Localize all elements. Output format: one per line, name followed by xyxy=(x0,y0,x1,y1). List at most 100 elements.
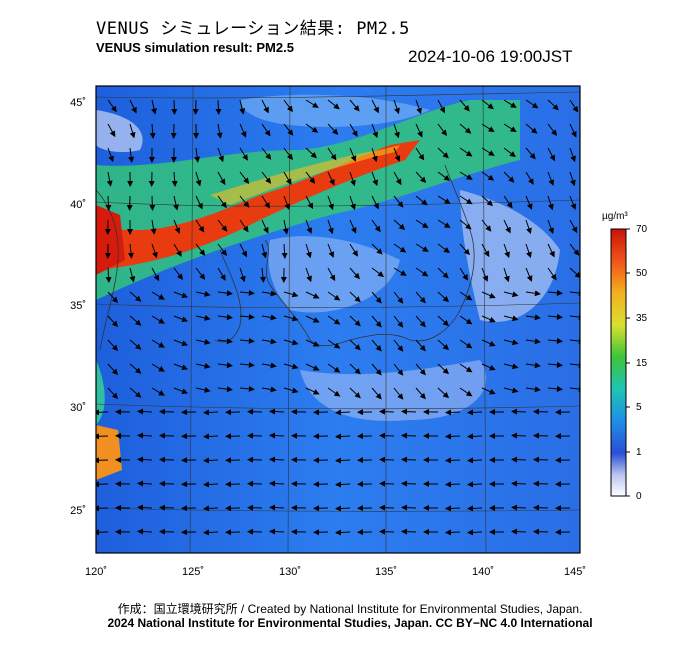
wind-arrow xyxy=(569,338,580,345)
wind-arrow xyxy=(261,195,271,209)
wind-arrow xyxy=(217,171,226,186)
wind-arrow xyxy=(239,243,247,258)
wind-arrow xyxy=(547,313,563,320)
map-frame xyxy=(95,85,581,554)
colorbar-label: 15 xyxy=(636,358,648,369)
wind-arrow xyxy=(481,243,490,258)
wind-arrow xyxy=(437,123,447,136)
wind-arrow xyxy=(261,338,277,345)
wind-arrow xyxy=(569,219,578,234)
wind-arrow xyxy=(283,291,299,298)
wind-arrow xyxy=(159,528,175,535)
wind-arrow xyxy=(261,386,277,393)
wind-arrow xyxy=(393,123,400,139)
wind-arrow xyxy=(459,243,470,256)
wind-arrow xyxy=(371,195,379,210)
wind-arrow xyxy=(569,123,577,138)
wind-arrow xyxy=(151,291,165,300)
wind-arrow xyxy=(261,123,271,137)
wind-arrow xyxy=(327,339,341,349)
wind-arrow xyxy=(437,99,445,114)
wind-arrow xyxy=(533,432,549,439)
wind-arrow xyxy=(415,339,426,352)
wind-arrow xyxy=(481,387,496,395)
wind-arrow xyxy=(481,147,495,156)
wind-arrow xyxy=(379,528,395,535)
wind-arrow xyxy=(547,195,554,211)
wind-arrow xyxy=(533,456,549,463)
wind-arrow xyxy=(547,267,557,281)
wind-arrow xyxy=(393,363,404,376)
wind-arrow xyxy=(525,338,541,345)
wind-arrow xyxy=(335,409,351,416)
wind-arrow xyxy=(437,147,449,159)
wind-arrow xyxy=(459,171,473,180)
wind-arrow xyxy=(305,267,312,283)
wind-arrow xyxy=(283,147,293,161)
lat-label: 40˚ xyxy=(70,199,86,211)
lon-label: 120˚ xyxy=(85,566,107,578)
wind-arrow xyxy=(173,339,189,347)
wind-arrow xyxy=(459,219,472,230)
lon-label: 145˚ xyxy=(564,566,586,578)
wind-arrow xyxy=(203,433,219,440)
wind-arrow xyxy=(305,291,320,299)
wind-arrow xyxy=(269,408,285,415)
wind-arrow xyxy=(107,99,117,113)
wind-arrow xyxy=(327,99,340,110)
wind-arrow xyxy=(128,147,135,163)
wind-arrow xyxy=(195,290,211,297)
wind-arrow xyxy=(305,387,320,395)
wind-arrow xyxy=(195,195,203,210)
wind-arrow xyxy=(127,243,134,259)
wind-arrow xyxy=(327,195,334,211)
wind-arrow xyxy=(481,363,496,371)
wind-arrow xyxy=(459,123,472,134)
wind-arrow xyxy=(415,123,423,138)
wind-arrow xyxy=(371,315,382,328)
wind-arrow xyxy=(503,339,519,346)
wind-arrow xyxy=(401,528,417,535)
wind-arrow xyxy=(129,315,142,326)
wind-arrow xyxy=(173,315,189,323)
wind-arrow xyxy=(217,362,233,369)
wind-arrow xyxy=(150,219,157,235)
lon-label: 135˚ xyxy=(375,566,397,578)
wind-arrow xyxy=(269,480,285,487)
wind-arrow xyxy=(195,386,211,393)
wind-arrow xyxy=(349,123,358,137)
wind-arrow xyxy=(415,315,426,328)
wind-arrow xyxy=(137,528,153,535)
wind-arrow xyxy=(327,171,335,186)
wind-arrow xyxy=(151,243,158,259)
wind-arrow xyxy=(371,363,382,376)
wind-arrow xyxy=(371,387,382,400)
colorbar-label: 1 xyxy=(636,447,642,458)
wind-arrow xyxy=(173,195,179,211)
colorbar-label: 70 xyxy=(636,224,648,235)
wind-arrow xyxy=(459,387,473,397)
wind-arrow xyxy=(511,480,527,487)
wind-arrow xyxy=(437,339,450,351)
wind-arrow xyxy=(349,147,357,162)
wind-arrow xyxy=(159,408,175,415)
colorbar-label: 0 xyxy=(636,491,642,502)
wind-arrow xyxy=(371,219,381,233)
wind-arrow xyxy=(569,314,580,321)
wind-arrow xyxy=(216,123,223,139)
wind-arrow xyxy=(525,243,532,259)
lat-label: 30˚ xyxy=(70,402,86,414)
wind-arrow xyxy=(305,195,314,210)
wind-arrow xyxy=(379,432,395,439)
wind-arrow xyxy=(393,315,404,328)
wind-arrow xyxy=(393,147,401,162)
wind-arrow xyxy=(217,195,227,209)
colorbar xyxy=(610,228,627,497)
wind-arrow xyxy=(269,432,285,439)
wind-arrow xyxy=(195,267,206,280)
wind-arrow xyxy=(569,290,580,297)
wind-arrow xyxy=(239,219,249,233)
wind-arrow xyxy=(371,171,378,187)
map-field xyxy=(96,86,580,553)
